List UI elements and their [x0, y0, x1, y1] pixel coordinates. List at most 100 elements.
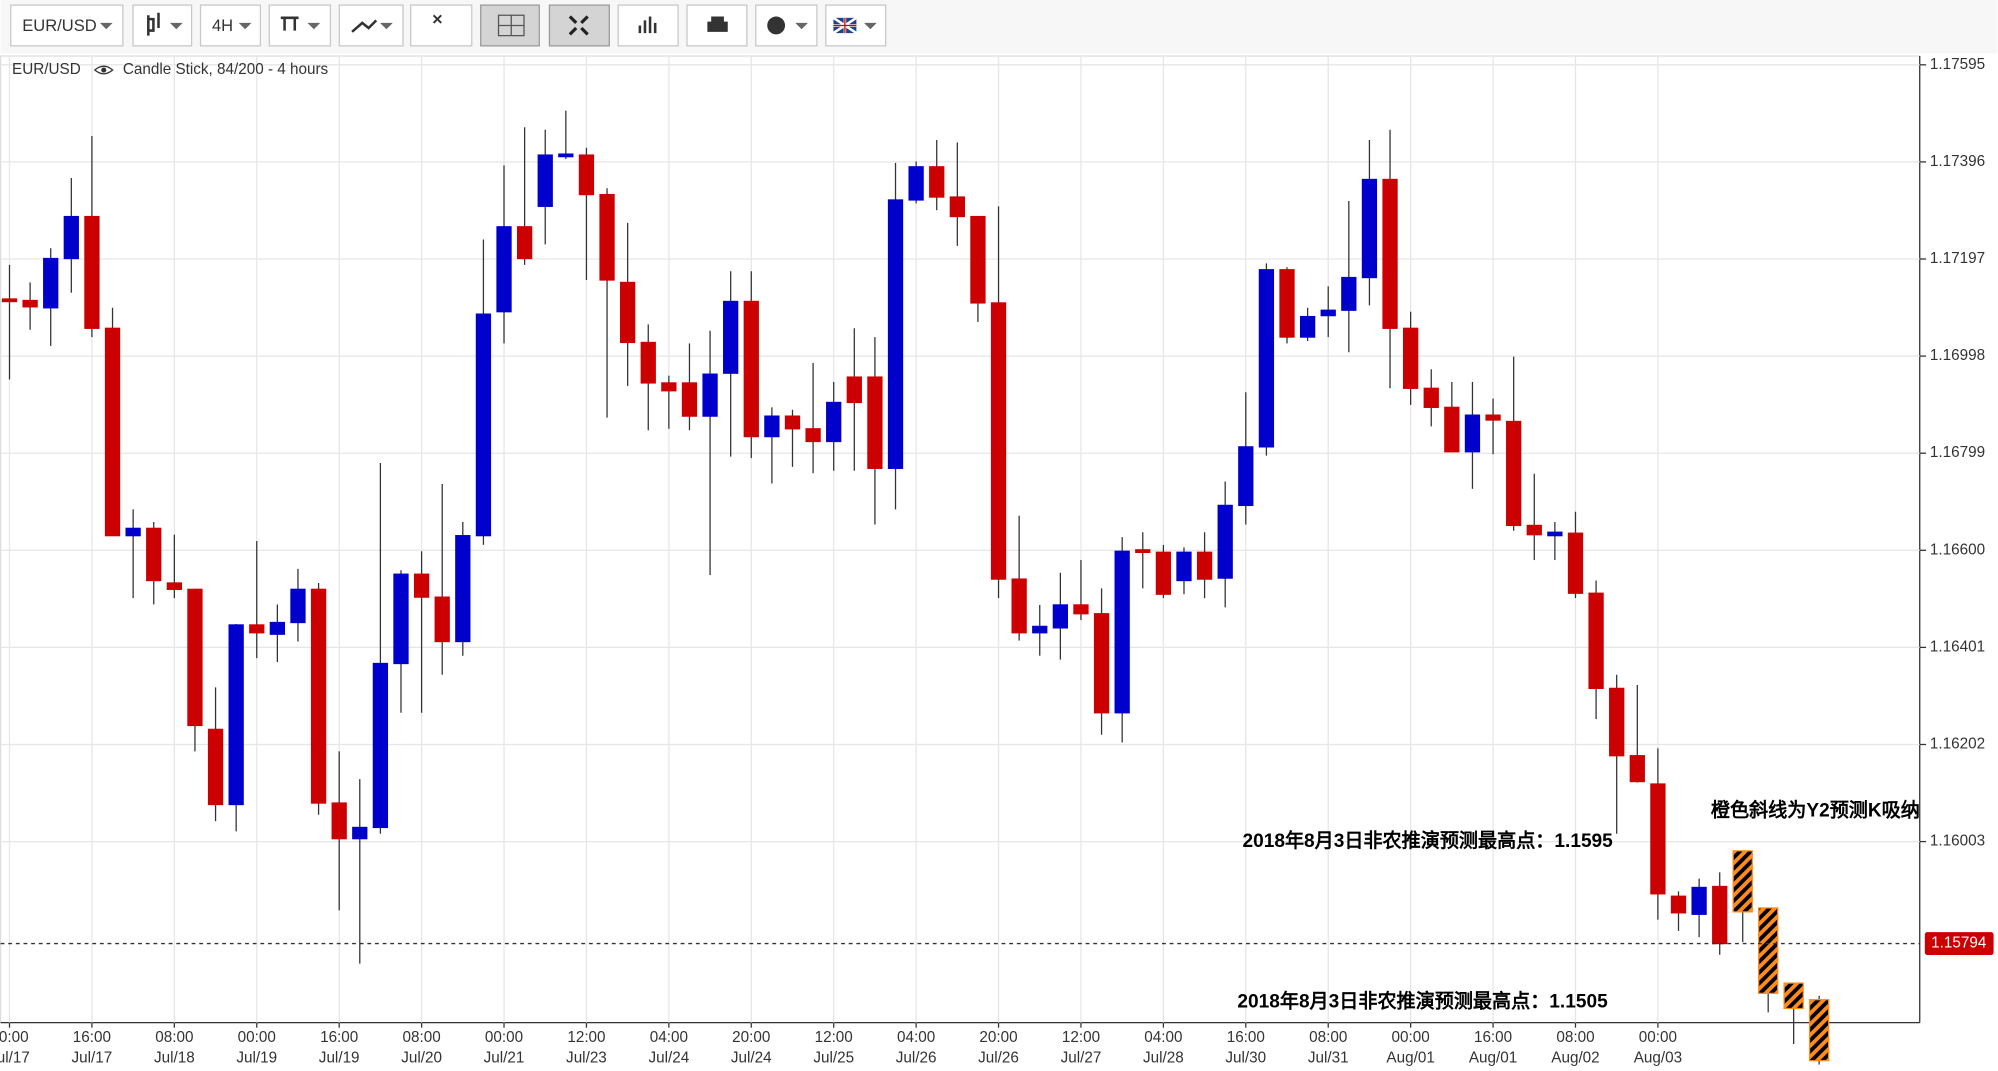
candle-body [1629, 755, 1645, 783]
x-tick-label: Jul/26 [896, 1049, 937, 1066]
candle-body [310, 588, 327, 804]
x-tick-label: 16:00 [1227, 1029, 1265, 1046]
candle-body [1217, 504, 1233, 579]
candle-body [146, 527, 162, 582]
candle-body [1547, 531, 1563, 537]
theme-icon [767, 16, 786, 35]
candle-body [620, 281, 636, 344]
candle-body [1808, 999, 1830, 1062]
x-tick-label: Jul/26 [978, 1049, 1019, 1066]
x-tick-label: 20:00 [732, 1029, 770, 1046]
candle-body [681, 382, 698, 417]
candle-body [1757, 907, 1779, 994]
y-tick-label: 1.16799 [1930, 444, 1985, 461]
candle-body [723, 300, 739, 374]
candle-body [455, 535, 471, 643]
chart-type-button[interactable] [132, 4, 193, 47]
candle-body [1361, 178, 1378, 279]
dropdown-arrow [795, 22, 808, 30]
candle-body [929, 166, 945, 198]
timeframe-text: 4H [212, 16, 233, 35]
annotation: 2018年8月3日非农推演预测最高点：1.1505 [1237, 989, 1608, 1012]
candle-body [372, 662, 389, 829]
candle-body [1712, 885, 1728, 945]
candle-body [1052, 604, 1068, 629]
chart-subtitle: Candle Stick, 84/200 - 4 hours [123, 61, 329, 78]
clear-button[interactable] [410, 4, 473, 47]
candle-body [516, 226, 533, 260]
theme-button[interactable] [755, 4, 818, 47]
indicator-button[interactable] [268, 4, 332, 47]
candle-body [1258, 269, 1275, 448]
y-tick-label: 1.17197 [1930, 250, 1985, 267]
x-tick-label: Jul/19 [319, 1049, 360, 1066]
x-tick-label: Jul/24 [648, 1049, 689, 1066]
candle-body [187, 588, 203, 727]
last-price-label: 1.15794 [1931, 935, 1987, 952]
x-tick-label: 12:00 [1062, 1029, 1100, 1046]
candle-body [1423, 387, 1439, 408]
x-tick-label: 00:00 [1639, 1029, 1677, 1046]
candle-body [640, 341, 656, 384]
candle-body [166, 582, 182, 590]
x-tick-label: 12:00 [567, 1029, 605, 1046]
candle-body [352, 826, 368, 840]
candle-body [558, 153, 574, 158]
candle-body [1567, 532, 1584, 594]
candle-body [1506, 420, 1522, 527]
candle-body [1093, 613, 1110, 714]
candle-body [125, 527, 141, 537]
candle-body [949, 196, 965, 218]
dropdown-arrow [99, 22, 113, 30]
dropdown-arrow [169, 22, 183, 30]
candle-body [1783, 982, 1804, 1010]
candle-body [1320, 309, 1336, 317]
x-tick-label: 16:00 [1474, 1029, 1512, 1046]
x-tick-label: Jul/31 [1308, 1049, 1349, 1066]
candle-body [475, 313, 492, 537]
candle-body [228, 624, 244, 806]
dropdown-arrow [238, 22, 252, 30]
indicator-icon [280, 16, 299, 31]
candle-body [434, 596, 450, 643]
timeframe-select[interactable] [199, 4, 262, 47]
candle-body [908, 166, 924, 201]
candle-body [784, 415, 801, 430]
candle-body [1196, 551, 1213, 580]
x-tick-label: 20:00 [979, 1029, 1017, 1046]
candle-body [1073, 604, 1089, 615]
dropdown-arrow [380, 22, 393, 30]
fullscreen-button[interactable] [548, 4, 610, 47]
volume-button[interactable] [617, 4, 679, 47]
x-tick-label: 00:00 [238, 1029, 276, 1046]
x-tick-label: Jul/20 [401, 1049, 442, 1066]
candle-body [63, 215, 79, 260]
toolbar-bg [0, 0, 1998, 54]
candle-body [413, 573, 430, 598]
candle-body [661, 382, 677, 392]
candle-body [1485, 414, 1501, 421]
labels: EUR/USD Candle Stick, 84/200 - 4 hours 2… [0, 56, 1994, 1066]
x-tick-label: Aug/03 [1634, 1049, 1682, 1066]
candle-body [1670, 895, 1687, 914]
x-tick-label: Jul/30 [1225, 1049, 1266, 1066]
x-tick-label: 04:00 [650, 1029, 688, 1046]
flag-cross-red [833, 17, 857, 34]
candle-body [805, 428, 821, 443]
x-tick-label: Jul/28 [1143, 1049, 1184, 1066]
candle-body [393, 573, 409, 665]
candle-body [887, 199, 904, 469]
annotation: 橙色斜线为Y2预测K吸纳 [1711, 798, 1920, 821]
print-icon [707, 16, 728, 32]
candle-body [599, 193, 615, 281]
candle-body [269, 621, 286, 635]
y-tick-label: 1.16600 [1930, 541, 1985, 558]
candle-body [578, 154, 595, 196]
x-tick-label: Aug/01 [1469, 1049, 1517, 1066]
candle-body [1155, 551, 1172, 595]
dropdown-arrow [864, 22, 877, 30]
candle-body [22, 299, 38, 308]
fullscreen-icon [568, 15, 589, 36]
candle-body [970, 215, 986, 304]
x-tick-label: 08:00 [155, 1029, 193, 1046]
